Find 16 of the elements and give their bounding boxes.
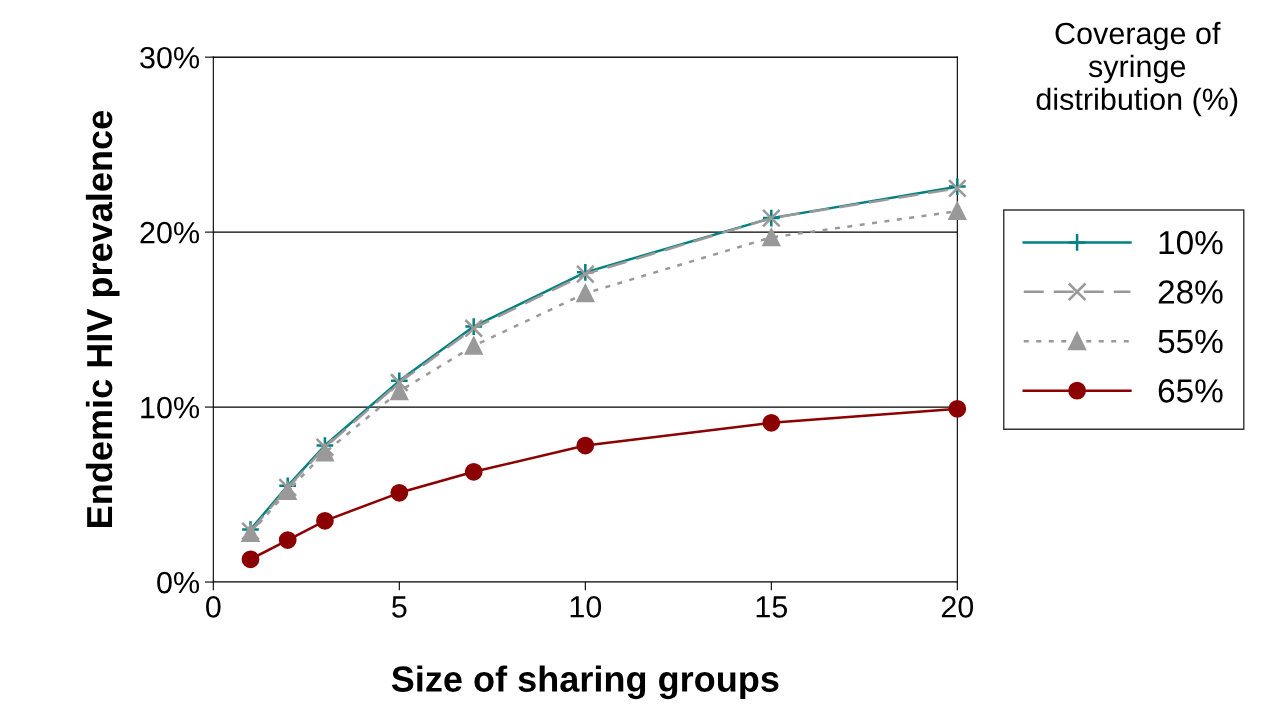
x-axis-title: Size of sharing groups (391, 665, 779, 700)
y-tick-label: 10% (141, 396, 200, 419)
x-tick-label: 0 (206, 596, 221, 618)
legend-label: 10% (1159, 230, 1223, 255)
x-tick-label: 20 (941, 596, 974, 618)
y-tick-label: 30% (140, 46, 200, 69)
x-tick-label: 10 (570, 596, 602, 618)
legend-label: 28% (1158, 280, 1223, 304)
x-tick-label: 5 (392, 596, 407, 618)
legend-label: 65% (1158, 379, 1223, 403)
y-tick-label: 20% (140, 221, 200, 244)
legend-label: 55% (1158, 329, 1223, 354)
legend-title: Coverage of syringe distribution (%) (1036, 21, 1238, 117)
y-tick-label: 0% (157, 571, 200, 594)
y-axis-title: Endemic HIV prevalence (85, 111, 120, 527)
x-tick-label: 15 (756, 596, 788, 618)
